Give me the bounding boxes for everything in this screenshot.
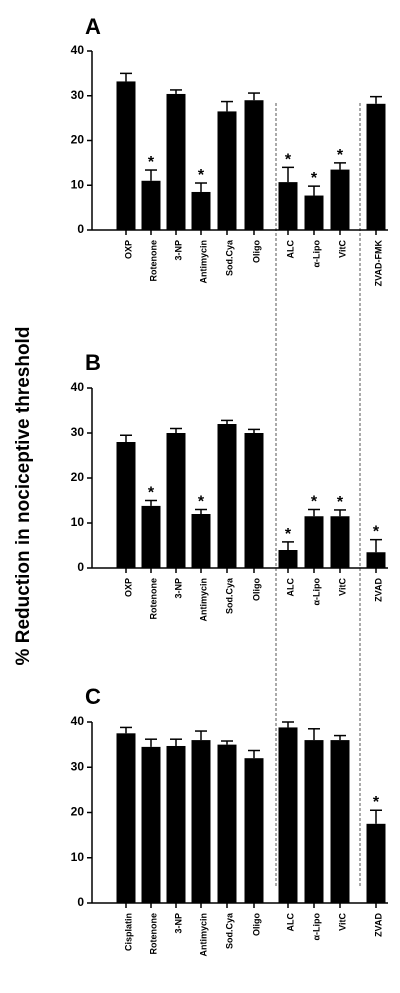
- y-tick-label: 0: [77, 560, 84, 574]
- chart-panel-c: C 0 10 20 30 40 Cisplatin Rotenone 3-NP Antimycin…: [71, 684, 388, 957]
- y-tick-label: 10: [71, 515, 85, 529]
- bar: [330, 740, 350, 903]
- chart-panel-b: B 0 10 20 30 40 OXP Rotenone * 3-NP Antimycin * Sod.…: [71, 350, 388, 622]
- x-tick-label: ZVAD: [373, 913, 383, 937]
- bar: [217, 111, 237, 230]
- bar: [166, 745, 186, 903]
- bar: [166, 93, 186, 231]
- bar: [366, 103, 386, 230]
- x-tick-label: VitC: [337, 913, 347, 931]
- significance-marker: *: [373, 524, 380, 541]
- panel-letter-b: B: [85, 350, 101, 375]
- significance-marker: *: [311, 170, 318, 187]
- x-tick-label: Antimycin: [198, 578, 208, 622]
- x-tick-label: ALC: [285, 578, 295, 597]
- x-tick-label: VitC: [337, 578, 347, 596]
- panel-letter-c: C: [85, 684, 101, 709]
- bar: [141, 746, 161, 903]
- y-tick-label: 0: [77, 895, 84, 909]
- y-tick-label: 30: [71, 759, 85, 773]
- x-tick-label: Oligo: [251, 578, 261, 601]
- y-tick-label: 20: [71, 133, 85, 147]
- y-tick-label: 10: [71, 850, 85, 864]
- bar: [217, 744, 237, 903]
- y-tick-label: 10: [71, 177, 85, 191]
- significance-marker: *: [311, 494, 318, 511]
- bar: [244, 758, 264, 903]
- x-tick-label: Sod.Cya: [224, 239, 234, 276]
- bar: [191, 740, 211, 903]
- bar: [304, 516, 324, 568]
- significance-marker: *: [285, 526, 292, 543]
- bar: [278, 550, 298, 568]
- y-tick-label: 20: [71, 470, 85, 484]
- x-tick-label: α-Lipo: [311, 913, 321, 941]
- x-tick-label: 3-NP: [173, 240, 183, 261]
- y-tick-label: 30: [71, 88, 85, 102]
- significance-marker: *: [148, 154, 155, 171]
- y-tick-label: 40: [71, 714, 85, 728]
- x-tick-label: VitC: [337, 240, 347, 258]
- bar: [141, 505, 161, 568]
- y-tick-label: 40: [71, 380, 85, 394]
- significance-marker: *: [337, 494, 344, 511]
- x-tick-label: ZVAD: [373, 578, 383, 602]
- x-tick-label: 3-NP: [173, 578, 183, 599]
- x-tick-label: ALC: [285, 240, 295, 259]
- significance-marker: *: [337, 147, 344, 164]
- x-tick-label: Oligo: [251, 240, 261, 263]
- bar: [217, 424, 237, 568]
- x-tick-label: OXP: [123, 578, 133, 597]
- x-tick-label: Rotenone: [148, 240, 158, 282]
- x-tick-label: OXP: [123, 240, 133, 259]
- significance-marker: *: [198, 494, 205, 511]
- x-tick-label: Antimycin: [198, 913, 208, 957]
- bar: [366, 552, 386, 568]
- bar: [244, 433, 264, 568]
- x-tick-label: Sod.Cya: [224, 577, 234, 614]
- x-tick-label: 3-NP: [173, 913, 183, 934]
- y-tick-label: 20: [71, 805, 85, 819]
- x-tick-label: ZVAD-FMK: [373, 240, 383, 287]
- y-tick-label: 0: [77, 222, 84, 236]
- significance-marker: *: [198, 167, 205, 184]
- bar: [166, 433, 186, 568]
- x-tick-label: ALC: [285, 913, 295, 932]
- significance-marker: *: [373, 794, 380, 811]
- bar: [244, 100, 264, 230]
- y-tick-label: 40: [71, 43, 85, 57]
- x-tick-label: Cisplatin: [123, 913, 133, 951]
- bar: [330, 169, 350, 230]
- bar: [141, 180, 161, 230]
- bar: [304, 195, 324, 230]
- x-tick-label: Oligo: [251, 913, 261, 936]
- x-tick-label: Sod.Cya: [224, 912, 234, 949]
- chart-panel-a: A 0 10 20 30 40 OXP Rotenone * 3-NP Antimycin * Sod.…: [71, 14, 388, 287]
- x-tick-label: α-Lipo: [311, 240, 321, 268]
- y-axis-label: % Reduction in nociceptive threshold: [13, 327, 34, 666]
- x-tick-label: α-Lipo: [311, 578, 321, 606]
- bar: [278, 727, 298, 903]
- panel-letter-a: A: [85, 14, 101, 39]
- bar: [191, 191, 211, 230]
- y-tick-label: 30: [71, 425, 85, 439]
- bar: [366, 823, 386, 903]
- x-tick-label: Rotenone: [148, 913, 158, 955]
- bar: [191, 514, 211, 568]
- bar: [116, 733, 136, 903]
- bar: [116, 81, 136, 231]
- x-tick-label: Antimycin: [198, 240, 208, 284]
- significance-marker: *: [148, 485, 155, 502]
- bar: [330, 516, 350, 568]
- significance-marker: *: [285, 151, 292, 168]
- bar: [116, 442, 136, 568]
- x-tick-label: Rotenone: [148, 578, 158, 620]
- bar: [304, 740, 324, 903]
- bar: [278, 182, 298, 230]
